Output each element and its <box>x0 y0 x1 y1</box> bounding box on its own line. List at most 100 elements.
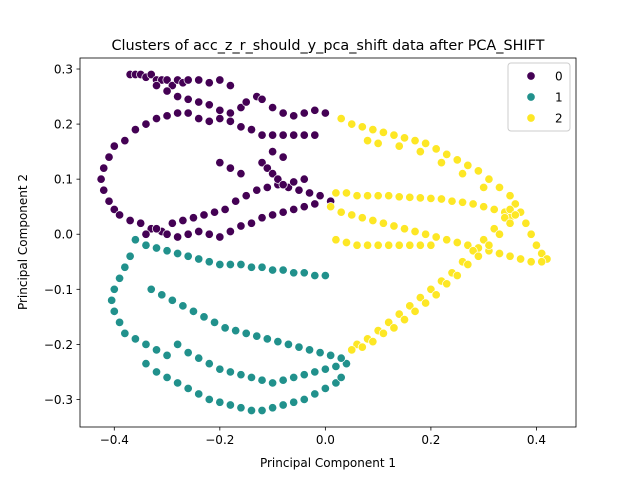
y-tick-label: 0.1 <box>54 173 73 187</box>
data-point-cluster-1 <box>141 339 151 349</box>
data-point-cluster-2 <box>331 235 341 245</box>
data-point-cluster-1 <box>278 400 288 410</box>
data-point-cluster-0 <box>188 213 198 223</box>
data-point-cluster-0 <box>167 218 177 228</box>
data-point-cluster-0 <box>162 111 172 121</box>
legend-box <box>507 62 571 132</box>
data-point-cluster-1 <box>120 262 130 272</box>
data-point-cluster-0 <box>310 130 320 140</box>
data-point-cluster-1 <box>268 378 278 388</box>
data-point-cluster-1 <box>194 389 204 399</box>
data-point-cluster-0 <box>289 130 299 140</box>
data-point-cluster-2 <box>373 138 383 148</box>
data-point-cluster-2 <box>526 257 536 267</box>
data-point-cluster-2 <box>447 196 457 206</box>
data-point-cluster-2 <box>531 240 541 250</box>
data-point-cluster-0 <box>268 210 278 220</box>
data-point-cluster-2 <box>505 204 515 215</box>
data-point-cluster-2 <box>421 138 431 148</box>
data-point-cluster-1 <box>278 375 288 385</box>
data-point-cluster-0 <box>99 185 109 195</box>
data-point-cluster-1 <box>115 317 125 327</box>
data-point-cluster-2 <box>505 191 515 201</box>
data-point-cluster-2 <box>341 237 352 248</box>
data-point-cluster-0 <box>183 229 193 239</box>
data-point-cluster-0 <box>183 108 193 118</box>
data-point-cluster-0 <box>246 218 257 228</box>
data-point-cluster-0 <box>299 202 309 212</box>
y-tick-label: 0.0 <box>54 228 73 242</box>
data-point-cluster-2 <box>421 298 431 308</box>
data-point-cluster-0 <box>120 136 130 146</box>
data-point-cluster-2 <box>378 328 388 338</box>
data-point-cluster-2 <box>341 188 352 198</box>
data-point-cluster-2 <box>415 193 425 203</box>
data-point-cluster-1 <box>262 334 272 344</box>
data-point-cluster-1 <box>225 367 235 377</box>
data-point-cluster-0 <box>215 114 225 124</box>
data-point-cluster-0 <box>141 229 151 239</box>
data-point-cluster-1 <box>178 301 188 311</box>
data-point-cluster-0 <box>115 210 125 220</box>
data-point-cluster-1 <box>236 403 246 413</box>
data-point-cluster-2 <box>405 301 415 311</box>
data-point-cluster-0 <box>278 130 288 140</box>
data-point-cluster-2 <box>489 224 499 234</box>
data-point-cluster-0 <box>268 103 278 113</box>
data-point-cluster-1 <box>268 265 278 275</box>
data-point-cluster-1 <box>236 259 246 270</box>
data-point-cluster-0 <box>299 108 309 118</box>
data-point-cluster-2 <box>468 199 478 209</box>
data-point-cluster-0 <box>173 232 183 242</box>
data-point-cluster-0 <box>257 213 267 223</box>
data-point-cluster-2 <box>368 125 378 135</box>
x-tick-label: −0.4 <box>100 433 129 447</box>
data-point-cluster-0 <box>104 196 114 206</box>
data-point-cluster-2 <box>357 213 367 223</box>
data-point-cluster-2 <box>436 194 446 204</box>
data-point-cluster-2 <box>479 182 489 192</box>
data-point-cluster-2 <box>378 127 388 137</box>
x-tick-label: 0.4 <box>527 433 546 447</box>
data-point-cluster-0 <box>136 218 146 228</box>
data-point-cluster-0 <box>204 78 214 88</box>
data-point-cluster-2 <box>352 240 362 250</box>
data-point-cluster-2 <box>368 337 378 347</box>
data-point-cluster-2 <box>389 221 399 231</box>
data-point-cluster-2 <box>378 218 388 228</box>
data-point-cluster-1 <box>204 394 214 405</box>
x-tick-label: 0.0 <box>316 433 335 447</box>
data-point-cluster-1 <box>130 334 140 344</box>
data-point-cluster-2 <box>494 248 505 259</box>
data-point-cluster-1 <box>257 375 267 385</box>
data-point-cluster-1 <box>225 259 235 270</box>
data-point-cluster-2 <box>347 210 357 220</box>
y-axis-ticks: −0.3 −0.2 −0.1 0.0 0.1 0.2 0.3 <box>44 63 80 407</box>
data-point-cluster-1 <box>162 372 172 382</box>
data-point-cluster-0 <box>294 185 304 195</box>
data-point-cluster-1 <box>220 323 230 333</box>
data-point-cluster-1 <box>336 353 346 363</box>
data-point-cluster-1 <box>299 268 309 278</box>
data-point-cluster-2 <box>394 141 404 151</box>
data-point-cluster-0 <box>310 199 320 209</box>
data-point-cluster-0 <box>268 130 278 140</box>
data-point-cluster-0 <box>151 224 162 234</box>
data-point-cluster-1 <box>167 295 177 305</box>
data-point-cluster-2 <box>415 240 425 250</box>
legend-label-2: 2 <box>555 112 563 126</box>
data-point-cluster-2 <box>389 130 399 140</box>
data-point-cluster-2 <box>368 215 378 226</box>
data-point-cluster-0 <box>204 229 214 239</box>
data-point-cluster-2 <box>510 199 520 209</box>
data-point-cluster-0 <box>167 80 177 91</box>
data-point-cluster-1 <box>289 268 299 278</box>
data-point-cluster-0 <box>278 207 288 217</box>
data-point-cluster-2 <box>463 259 473 270</box>
data-point-cluster-0 <box>215 158 225 168</box>
data-point-cluster-1 <box>146 284 156 294</box>
data-point-cluster-1 <box>289 397 299 407</box>
legend-marker-0 <box>526 71 536 81</box>
data-point-cluster-2 <box>473 166 483 176</box>
data-point-cluster-2 <box>373 191 383 201</box>
